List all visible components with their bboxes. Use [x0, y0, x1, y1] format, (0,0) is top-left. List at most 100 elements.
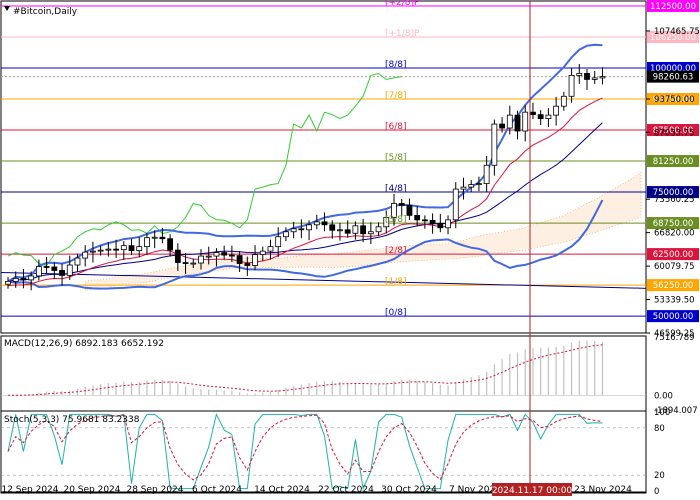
- candle-up: [28, 275, 35, 281]
- candle-down: [429, 219, 436, 224]
- candle-down: [530, 111, 536, 116]
- price-badge-bg: [647, 155, 699, 168]
- candle-up: [367, 231, 374, 235]
- candle-down: [298, 228, 305, 231]
- candle-down: [499, 123, 505, 129]
- murrey-lines: [1, 5, 646, 317]
- candle-up: [66, 264, 73, 276]
- candle-up: [476, 183, 482, 186]
- candle-down: [414, 214, 421, 221]
- macd-signal-line: [7, 344, 603, 396]
- stochastic-panel: 100 80 20 0: [1, 408, 670, 497]
- price-badge-text: 62500.00: [653, 250, 694, 260]
- price-tick-label: 60079.75: [654, 262, 695, 272]
- murrey-level-label: [1/8]: [385, 277, 407, 287]
- price-badge-text: 112500.00: [650, 2, 696, 12]
- stoch-signal-line: [7, 414, 603, 481]
- candles: [5, 64, 606, 291]
- murrey-level-label: [4/8]: [385, 184, 407, 194]
- candle-down: [584, 73, 590, 80]
- stoch-tick-label: 100: [654, 408, 670, 418]
- candle-down: [321, 221, 328, 226]
- time-axis: 12 Sep 2024 20 Sep 2024 28 Sep 2024 6 Oct 2…: [1, 485, 632, 495]
- candle-down: [43, 266, 50, 268]
- time-label: 20 Sep 2024: [63, 485, 120, 495]
- price-badge-text: 81250.00: [653, 157, 694, 167]
- candle-up: [35, 266, 42, 277]
- candle-up: [337, 229, 343, 232]
- candle-up: [82, 251, 89, 259]
- symbol-label: #Bitcoin,Daily: [13, 7, 78, 17]
- down-trend-line: [0, 271, 647, 289]
- candle-up: [144, 237, 150, 248]
- price-badge-bg: [647, 248, 699, 261]
- time-label: 22 Oct 2024: [318, 485, 374, 495]
- murrey-level-label: [3/8]: [385, 215, 407, 225]
- current-price-text: 98260.63: [653, 73, 694, 83]
- candle-up: [306, 224, 312, 231]
- candle-down: [174, 249, 181, 263]
- candle-up: [5, 280, 11, 285]
- candle-down: [228, 254, 235, 257]
- candle-down: [221, 252, 228, 256]
- ichimoku-line: [7, 72, 402, 267]
- price-badge-bg: [647, 217, 699, 230]
- stoch-main-line: [7, 412, 603, 491]
- candle-down: [514, 114, 521, 132]
- candle-down: [182, 262, 189, 264]
- stoch-tick-label: 0: [654, 487, 659, 497]
- macd-tick-label: 7516.789: [654, 333, 695, 343]
- price-badge-text: 50000.00: [653, 312, 694, 322]
- candle-up: [560, 95, 567, 107]
- murrey-level-label: [0/8]: [385, 308, 407, 318]
- price-tick-label: 46599.25: [654, 329, 695, 339]
- price-badge-text: 56250.00: [653, 281, 694, 291]
- candle-up: [190, 262, 197, 265]
- time-label: 12 Sep 2024: [1, 485, 58, 495]
- ema-line-path: [7, 97, 603, 287]
- price-badge-bg: [647, 310, 699, 323]
- price-tick-label: 107465.75: [654, 27, 700, 37]
- bollinger-bands: [7, 43, 604, 290]
- candle-down: [398, 203, 405, 206]
- crosshair-time-label: 2024.11.17 00:00: [492, 486, 573, 496]
- ichimoku-lagging-line: [7, 72, 402, 267]
- candle-up: [452, 188, 459, 221]
- murrey-labels: [+2/8]P [+1/8]P [8/8] [7/8] [6/8] [5/8] [4/8] […: [385, 0, 420, 318]
- candle-down: [360, 225, 367, 235]
- murrey-level-label: [8/8]: [385, 60, 407, 70]
- candle-up: [259, 250, 266, 255]
- candle-up: [267, 246, 274, 252]
- candle-up: [599, 76, 606, 79]
- candle-down: [128, 245, 135, 252]
- candle-up: [375, 226, 382, 233]
- bollinger-upper: [7, 43, 603, 283]
- candle-up: [290, 228, 297, 233]
- candle-up: [275, 236, 282, 248]
- candle-up: [74, 257, 81, 266]
- candle-down: [344, 229, 351, 234]
- macd-tick-label: 0.00: [654, 391, 673, 401]
- price-badge-text: 68750.00: [653, 219, 694, 229]
- candle-down: [167, 238, 174, 251]
- crosshair-time-badge: [492, 483, 572, 496]
- macd-panel: 7516.789 0.00 -1894.007: [1, 333, 698, 416]
- murrey-level-label: [2/8]: [385, 246, 407, 256]
- price-tick-label: 73560.25: [654, 195, 695, 205]
- candle-down: [244, 263, 251, 266]
- candle-up: [506, 114, 513, 129]
- ichimoku-cloud: [84, 171, 642, 291]
- candle-down: [537, 114, 544, 120]
- candle-up: [352, 225, 359, 234]
- candle-up: [151, 236, 158, 239]
- murrey-level-label: [5/8]: [385, 153, 407, 163]
- candle-up: [198, 255, 204, 264]
- time-label: 30 Oct 2024: [381, 485, 437, 495]
- price-tick-label: 93750.00: [654, 95, 695, 105]
- collapse-triangle-icon[interactable]: [4, 6, 10, 11]
- candle-up: [252, 254, 258, 266]
- price-badge-bg: [647, 124, 699, 137]
- candle-up: [445, 219, 451, 229]
- price-badge-bg: [647, 30, 699, 43]
